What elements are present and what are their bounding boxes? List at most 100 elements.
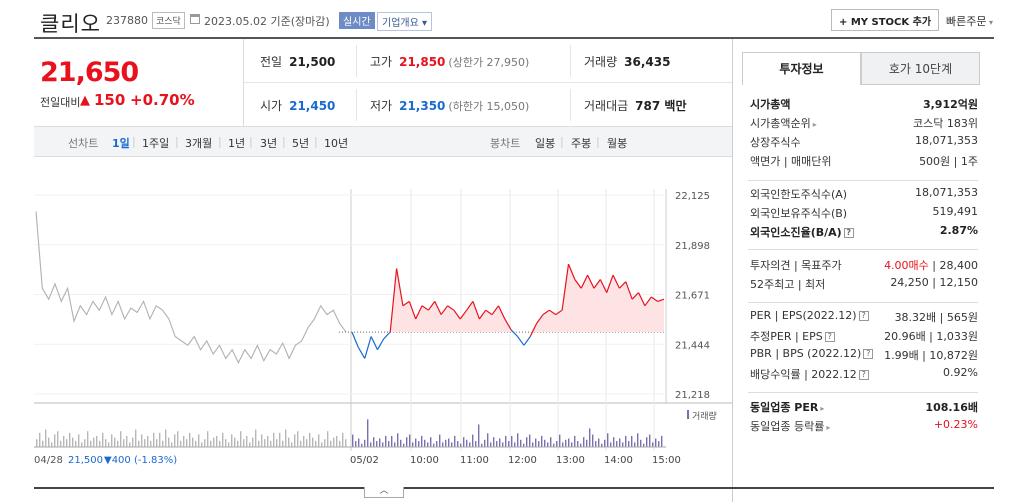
volume-bar bbox=[580, 443, 582, 447]
volume-bar bbox=[622, 442, 624, 447]
volume-bar bbox=[279, 432, 281, 447]
price-line-segment bbox=[517, 336, 525, 346]
info-row: 액면가 | 매매단위 500원 | 1주 bbox=[750, 153, 978, 171]
volume-bar bbox=[153, 432, 155, 447]
period-1y[interactable]: 1년 bbox=[228, 137, 246, 150]
volume-bar bbox=[367, 419, 369, 447]
price-line-segment bbox=[408, 301, 417, 320]
volume-bar bbox=[114, 437, 116, 447]
open-value: 21,450 bbox=[289, 99, 336, 113]
price-line-segment bbox=[650, 296, 658, 302]
volume-bar bbox=[445, 439, 447, 447]
help-icon[interactable]: ? bbox=[863, 349, 874, 359]
target-price-value: 28,400 bbox=[939, 259, 979, 272]
volume-bar bbox=[138, 440, 140, 447]
up-area-fill bbox=[352, 264, 664, 333]
investment-panel: 투자정보 호가 10단계 시가총액 3,912억원 시가총액순위 ▸ 코스닥 183위 상… bbox=[742, 52, 982, 433]
volume-bar bbox=[219, 440, 221, 447]
volume-bar bbox=[475, 441, 477, 447]
info-key: 외국인소진율(B/A)? bbox=[750, 224, 854, 240]
volume-bar bbox=[234, 437, 236, 447]
volume-bar bbox=[132, 437, 134, 447]
tab-invest-info[interactable]: 투자정보 bbox=[742, 52, 861, 85]
help-icon[interactable]: ? bbox=[858, 370, 869, 380]
my-stock-add-button[interactable]: + MY STOCK 추가 bbox=[831, 9, 940, 31]
info-row[interactable]: 동일업종 PER ▸ 108.16배 bbox=[750, 399, 978, 417]
current-price: 21,650 bbox=[40, 57, 139, 88]
volume-bar bbox=[481, 443, 483, 447]
realtime-button[interactable]: 실시간 bbox=[339, 12, 375, 29]
price-line-segment bbox=[529, 323, 538, 337]
volume-bar bbox=[189, 432, 191, 447]
volume-bar bbox=[129, 442, 131, 447]
info-value: 2.87% bbox=[939, 224, 978, 237]
volume-bar bbox=[192, 437, 194, 447]
volume-bar bbox=[589, 428, 591, 447]
section-divider bbox=[748, 302, 978, 303]
price-line-segment bbox=[523, 336, 531, 346]
candle-monthly[interactable]: 월봉 bbox=[607, 137, 628, 150]
volume-bar bbox=[45, 429, 47, 447]
volume-bar bbox=[282, 440, 284, 447]
volume-bar bbox=[66, 439, 68, 447]
volume-bar bbox=[610, 442, 612, 447]
help-icon[interactable]: ? bbox=[843, 228, 854, 238]
volume-bar bbox=[433, 443, 435, 447]
volume-label: 거래량 bbox=[584, 55, 618, 69]
price-tick-label: 21,444 bbox=[675, 340, 710, 351]
separator: | bbox=[314, 135, 318, 148]
volume-bar bbox=[141, 434, 143, 447]
price-line-segment bbox=[504, 318, 512, 331]
volume-bar bbox=[264, 439, 266, 447]
period-1w[interactable]: 1주일 bbox=[142, 137, 170, 150]
corp-info-dropdown[interactable]: 기업개요 ▾ bbox=[377, 12, 432, 31]
high-value: 21,850 bbox=[399, 55, 446, 69]
price-line-segment bbox=[637, 292, 646, 307]
volume-bar bbox=[352, 434, 354, 447]
price-line-segment bbox=[612, 274, 620, 289]
volume-bar bbox=[54, 434, 56, 447]
help-icon[interactable]: ? bbox=[824, 332, 835, 342]
info-row: 외국인한도주식수(A) 18,071,353 bbox=[750, 186, 978, 204]
tab-orderbook[interactable]: 호가 10단계 bbox=[861, 52, 980, 85]
price-line-segment bbox=[618, 281, 627, 289]
volume-bar bbox=[463, 437, 465, 447]
section-divider bbox=[748, 180, 978, 181]
volume-bar bbox=[222, 432, 224, 447]
period-1d[interactable]: 1일 bbox=[112, 137, 130, 150]
volume-bar bbox=[171, 442, 173, 447]
price-line-segment bbox=[625, 281, 633, 300]
volume-bar bbox=[625, 435, 627, 447]
volume-bar bbox=[108, 442, 110, 447]
volume-cell: 거래량 36,435 bbox=[584, 53, 670, 70]
volume-bar bbox=[634, 442, 636, 447]
volume-bar bbox=[640, 439, 642, 447]
volume-bar bbox=[237, 440, 239, 447]
volume-bar bbox=[568, 438, 570, 447]
period-10y[interactable]: 10년 bbox=[324, 137, 349, 150]
price-line-segment bbox=[389, 268, 398, 333]
info-row[interactable]: 시가총액순위 ▸ 코스닥 183위 bbox=[750, 115, 978, 133]
help-icon[interactable]: ? bbox=[858, 311, 869, 321]
stock-code: 237880 bbox=[106, 14, 148, 27]
price-line-segment bbox=[395, 268, 404, 306]
price-diff: 150 bbox=[94, 91, 126, 109]
info-key: 52주최고 | 최저 bbox=[750, 278, 826, 291]
volume-bar bbox=[556, 441, 558, 447]
volume-bar bbox=[655, 438, 657, 447]
volume-bar bbox=[565, 439, 567, 447]
volume-bar bbox=[598, 438, 600, 447]
collapse-chevron-icon[interactable]: ︿ bbox=[364, 487, 404, 498]
quick-order-link[interactable]: 빠른주문 ▾ bbox=[946, 13, 993, 29]
candle-weekly[interactable]: 주봉 bbox=[571, 137, 592, 150]
volume-bar bbox=[457, 441, 459, 447]
period-3m[interactable]: 3개월 bbox=[185, 137, 213, 150]
volume-bar bbox=[285, 429, 287, 447]
price-chart[interactable]: 22,125 21,898 21,671 21,444 21,218 거래량 04/28 21… bbox=[34, 157, 732, 487]
period-5y[interactable]: 5년 bbox=[292, 137, 310, 150]
volume-bar bbox=[460, 443, 462, 447]
period-3y[interactable]: 3년 bbox=[260, 137, 278, 150]
volume-bar bbox=[427, 442, 429, 447]
candle-daily[interactable]: 일봉 bbox=[535, 137, 556, 150]
info-row[interactable]: 동일업종 등락률 ▸ +0.23% bbox=[750, 418, 978, 436]
